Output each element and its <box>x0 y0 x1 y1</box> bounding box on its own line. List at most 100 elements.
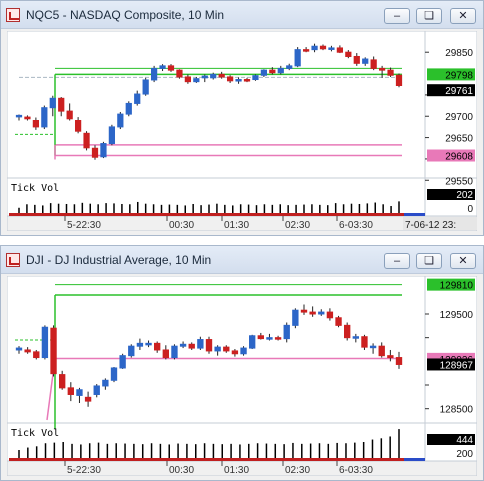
price-badge-label: 29761 <box>445 86 473 97</box>
price-badge-label: 29608 <box>445 152 473 163</box>
restore-button[interactable]: ❏ <box>416 253 442 269</box>
candle-body <box>362 58 369 64</box>
candle-body <box>91 147 99 158</box>
candle-body <box>311 45 318 51</box>
candle-body <box>249 335 256 349</box>
price-badge-label: 128967 <box>440 360 474 371</box>
candle-body <box>286 65 293 69</box>
price-panel <box>7 31 426 179</box>
candle-body <box>205 339 213 352</box>
candle-body <box>59 374 66 389</box>
candle-body <box>387 69 394 76</box>
candle-body <box>176 69 183 78</box>
candle-body <box>395 74 403 87</box>
candle-body <box>24 116 31 120</box>
candle-body <box>201 75 208 79</box>
minimize-button[interactable]: – <box>384 253 410 269</box>
time-label: 5-22:30 <box>67 465 101 476</box>
candle-body <box>41 107 48 128</box>
price-tick-label: 29850 <box>445 48 473 59</box>
price-chart[interactable]: 129500128500129810129026128967Tick Vol44… <box>7 276 477 476</box>
volume-badge <box>427 434 475 445</box>
candle-body <box>344 324 351 339</box>
corner-datetime-box <box>403 217 477 230</box>
close-button[interactable]: ✕ <box>450 8 476 24</box>
minimize-button[interactable]: – <box>384 8 410 24</box>
candle-body <box>188 343 195 349</box>
chart-window-icon <box>6 8 20 22</box>
candle-body <box>326 311 334 319</box>
time-label: 6-03:30 <box>339 465 373 476</box>
volume-badge-label: 444 <box>456 435 473 446</box>
candle-body <box>345 51 352 57</box>
candle-body <box>277 67 284 74</box>
session-bar-extended <box>404 213 425 216</box>
candle-body <box>93 385 100 395</box>
dji-chart-window[interactable]: DJI - DJ Industrial Average, 10 Min – ❏ … <box>0 245 484 481</box>
price-axis <box>424 276 477 424</box>
candle-body <box>319 45 327 50</box>
session-bar-extended <box>404 458 425 461</box>
candle-body <box>226 76 234 82</box>
candle-body <box>387 355 394 359</box>
candle-body <box>378 67 386 71</box>
title-bar[interactable]: NQC5 - NASDAQ Composite, 10 Min – ❏ ✕ <box>1 1 483 29</box>
candle-body <box>49 97 56 109</box>
chart-canvas[interactable]: 129500128500129810129026128967Tick Vol44… <box>7 276 477 476</box>
candle-body <box>145 342 152 346</box>
window-title: DJI - DJ Industrial Average, 10 Min <box>26 253 212 267</box>
candle-body <box>193 78 200 83</box>
candle-body <box>197 339 204 349</box>
candle-body <box>361 336 368 348</box>
chart-canvas[interactable]: 29850 29700 29650 29550 29798 29761 29608 Tick … <box>7 31 477 231</box>
candle-body <box>84 396 92 402</box>
candle-body <box>283 324 290 340</box>
candle-body <box>292 309 299 326</box>
candle-body <box>336 47 344 53</box>
volume-badge-label: 202 <box>456 190 473 201</box>
candle-body <box>302 49 310 52</box>
candle-body <box>15 114 23 118</box>
candle-body <box>370 59 377 69</box>
candle-body <box>179 343 187 347</box>
volume-label: Tick Vol <box>11 428 59 439</box>
candle-body <box>378 345 385 357</box>
candle-body <box>369 345 377 349</box>
volume-label: Tick Vol <box>11 183 59 194</box>
price-badge-label: 129810 <box>440 281 474 292</box>
price-chart[interactable]: 29850 29700 29650 29550 29798 29761 29608 Tick … <box>7 31 477 231</box>
restore-button[interactable]: ❏ <box>416 8 442 24</box>
nqc5-chart-window[interactable]: NQC5 - NASDAQ Composite, 10 Min – ❏ ✕ 29… <box>0 0 484 236</box>
candle-body <box>352 336 359 339</box>
volume-tick-label: 200 <box>456 449 473 460</box>
corner-datetime: 7-06-12 23: <box>405 220 456 231</box>
session-bar <box>9 213 404 216</box>
time-label: 02:30 <box>285 220 310 231</box>
time-label: 00:30 <box>169 465 194 476</box>
candle-body <box>58 97 65 112</box>
price-tick-label: 29650 <box>445 134 473 145</box>
candle-body <box>76 389 83 396</box>
candle-body <box>266 337 273 340</box>
price-tick-label: 128500 <box>440 405 474 416</box>
candle-body <box>309 311 316 315</box>
candle-body <box>50 327 57 375</box>
candle-body <box>150 67 158 81</box>
candle-body <box>218 73 225 78</box>
price-badge-label: 29798 <box>445 70 473 81</box>
volume-panel <box>7 422 426 462</box>
candle-body <box>32 120 40 128</box>
candle-body <box>294 49 301 67</box>
candle-body <box>395 357 403 365</box>
candle-body <box>223 346 230 352</box>
close-button[interactable]: ✕ <box>450 253 476 269</box>
candle-body <box>252 75 259 81</box>
candle-body <box>335 317 342 326</box>
candle-body <box>235 79 242 82</box>
title-bar[interactable]: DJI - DJ Industrial Average, 10 Min – ❏ … <box>1 246 483 274</box>
candle-body <box>210 73 217 79</box>
candle-body <box>300 309 308 313</box>
candle-body <box>318 311 325 315</box>
candle-body <box>159 65 166 69</box>
candle-body <box>15 347 23 351</box>
